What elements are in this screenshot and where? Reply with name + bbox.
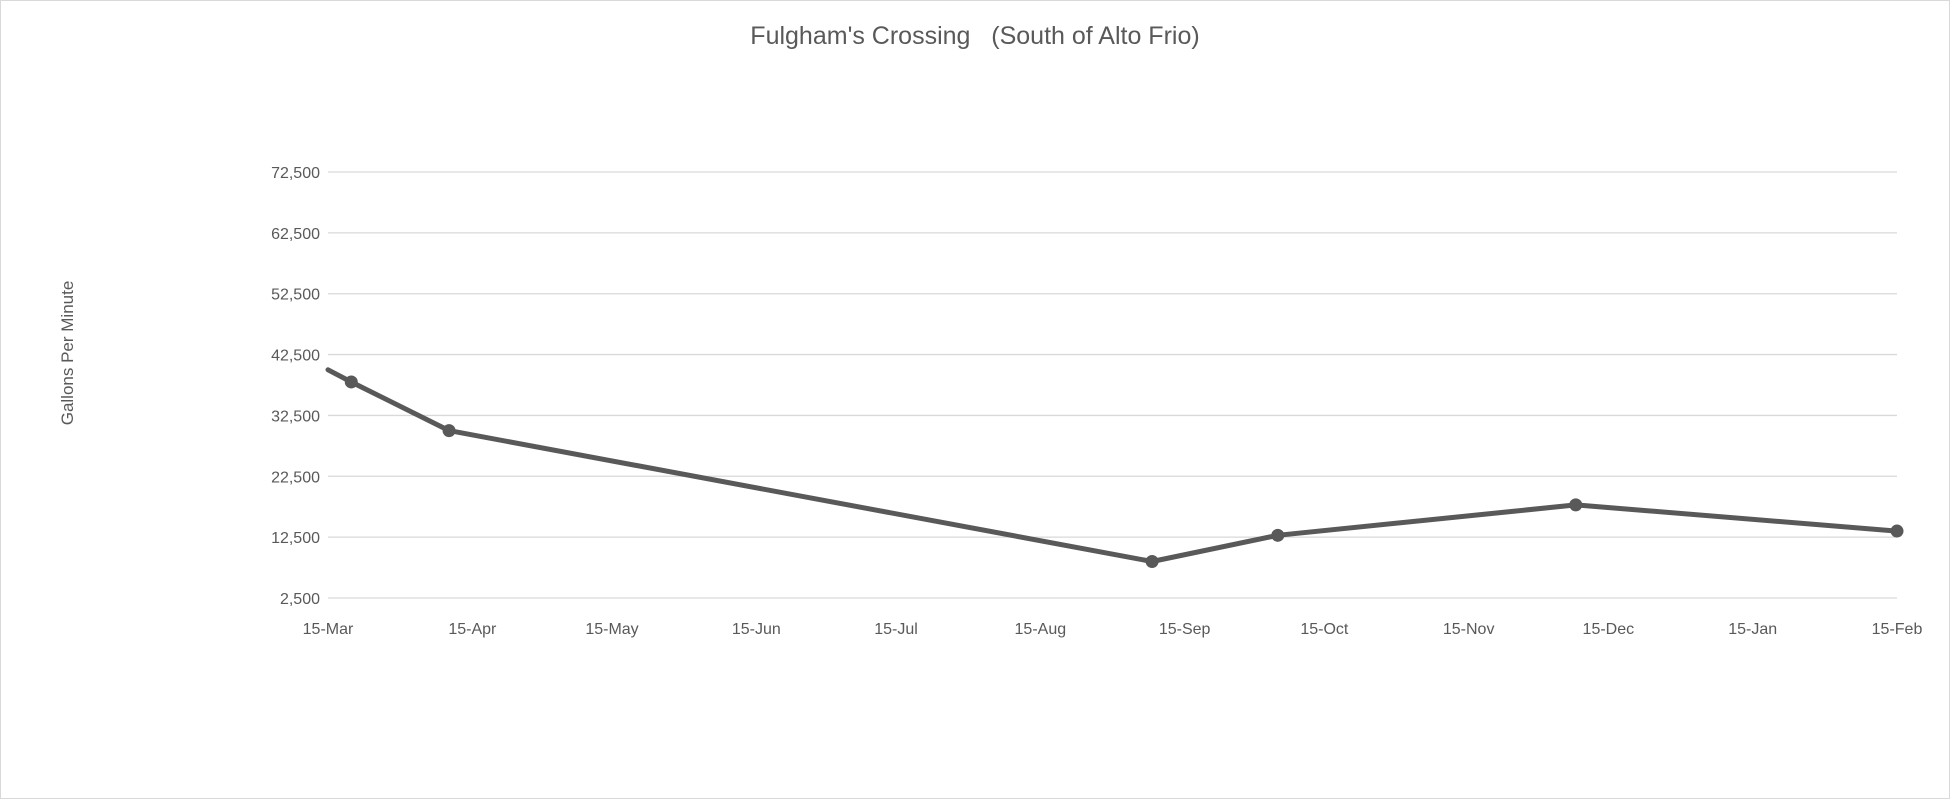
gridlines xyxy=(328,171,1897,599)
x-tick-label: 15-Jul xyxy=(874,621,918,638)
x-tick-label: 15-Apr xyxy=(448,621,497,638)
x-tick-label: 15-Feb xyxy=(1872,621,1923,638)
y-tick-label: 52,500 xyxy=(271,287,320,304)
data-point xyxy=(344,375,358,389)
y-tick-label: 12,500 xyxy=(271,530,320,547)
y-tick-label: 42,500 xyxy=(271,348,320,365)
x-tick-label: 15-Nov xyxy=(1443,621,1495,638)
x-tick-label: 15-Mar xyxy=(303,621,354,638)
x-tick-label: 15-Sep xyxy=(1159,621,1211,638)
y-tick-label: 22,500 xyxy=(271,469,320,486)
x-tick-label: 15-Jan xyxy=(1728,621,1777,638)
x-tick-label: 15-Jun xyxy=(732,621,781,638)
y-tick-label: 32,500 xyxy=(271,408,320,425)
x-axis-ticks: 15-Mar 15-Apr 15-May 15-Jun 15-Jul 15-Aug 15-S… xyxy=(303,621,1923,638)
series-group xyxy=(325,367,1904,568)
data-point xyxy=(442,424,456,438)
x-tick-label: 15-Aug xyxy=(1015,621,1067,638)
data-point xyxy=(1890,524,1904,538)
y-axis-ticks: 2,500 12,500 22,500 32,500 42,500 52,500 62,50… xyxy=(271,165,320,608)
x-tick-label: 15-May xyxy=(585,621,638,638)
y-tick-label: 72,500 xyxy=(271,165,320,182)
x-tick-label: 15-Oct xyxy=(1300,621,1349,638)
chart-title: Fulgham's Crossing (South of Alto Frio) xyxy=(750,22,1199,50)
series-line xyxy=(325,367,1900,564)
y-tick-label: 2,500 xyxy=(280,591,320,608)
data-point xyxy=(1145,554,1159,568)
data-point xyxy=(1569,498,1583,512)
data-point xyxy=(1271,528,1285,542)
x-tick-label: 15-Dec xyxy=(1583,621,1635,638)
y-tick-label: 62,500 xyxy=(271,226,320,243)
y-axis-label: Gallons Per Minute xyxy=(58,281,77,426)
